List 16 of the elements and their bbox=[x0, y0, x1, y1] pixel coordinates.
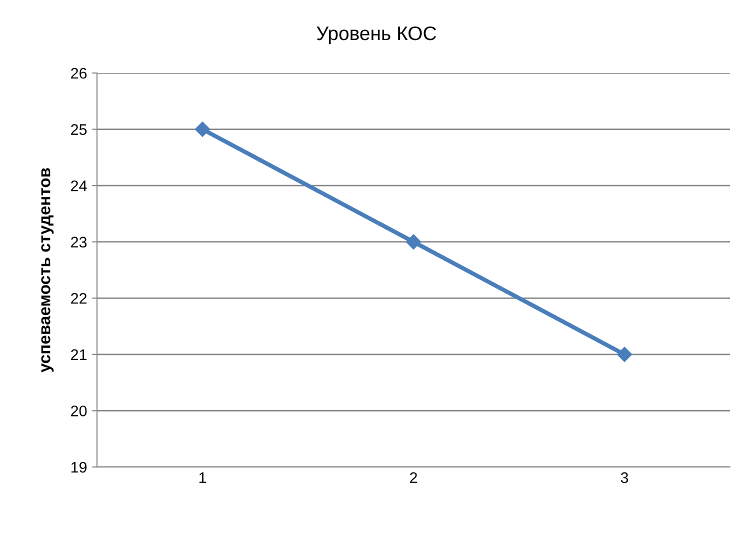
y-tick-label: 26 bbox=[71, 68, 87, 79]
x-tick-label: 1 bbox=[199, 472, 206, 483]
y-tick-label: 25 bbox=[71, 124, 87, 135]
point bbox=[194, 122, 210, 137]
x-tick-label: 2 bbox=[410, 472, 417, 483]
y-tick-label: 22 bbox=[71, 293, 87, 304]
y-tick-label: 20 bbox=[71, 406, 87, 416]
y-tick-label: 24 bbox=[71, 180, 87, 192]
y-axis-title: успеваемость студентов bbox=[41, 168, 54, 372]
point bbox=[406, 234, 422, 250]
y-tick-label: 23 bbox=[71, 236, 87, 248]
point bbox=[616, 346, 632, 362]
chart-title: Уровень КОС bbox=[316, 26, 436, 44]
x-tick-label: 3 bbox=[620, 472, 628, 484]
y-tick-label: 21 bbox=[71, 349, 87, 360]
y-tick-label: 19 bbox=[71, 462, 87, 473]
